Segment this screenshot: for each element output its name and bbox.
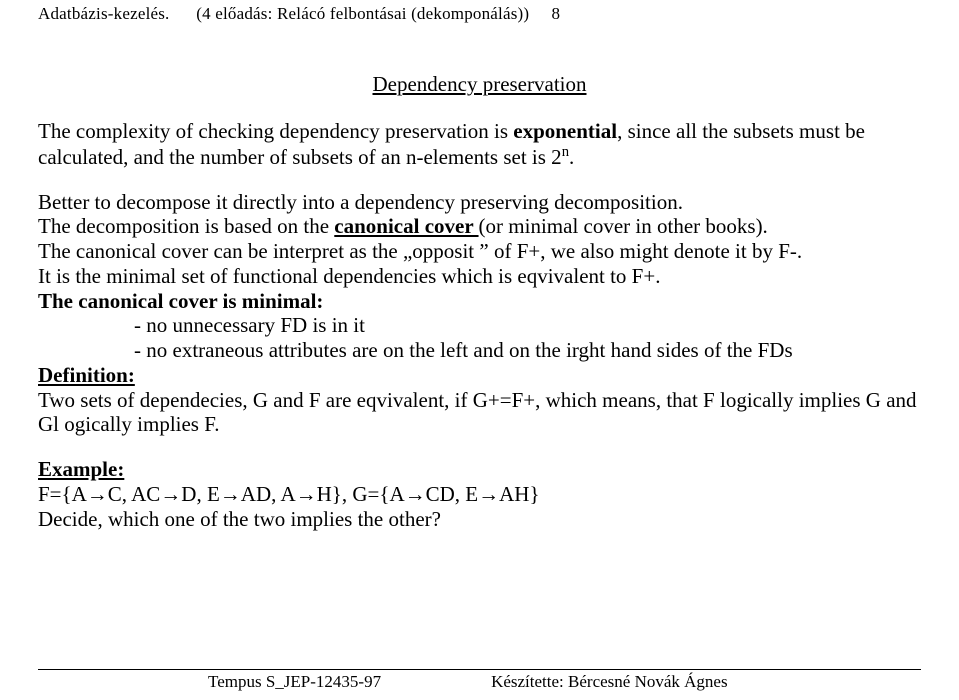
bullet-2: - no extraneous attributes are on the le…: [38, 338, 921, 363]
p2-l2a: The decomposition is based on the: [38, 214, 334, 238]
example-label: Example:: [38, 457, 921, 482]
p1-text-5: .: [569, 145, 574, 169]
header-left: Adatbázis-kezelés.: [38, 4, 170, 23]
header-center: (4 előadás: Relácó felbontásai (dekompon…: [196, 4, 529, 23]
p2-canonical-cover: canonical cover: [334, 214, 478, 238]
header-page-number: 8: [552, 4, 561, 23]
paragraph-gap-1: [38, 170, 921, 190]
definition-text: Two sets of dependecies, G and F are eqv…: [38, 388, 921, 438]
paragraph-2-line2: The decomposition is based on the canoni…: [38, 214, 921, 239]
example-line2: Decide, which one of the two implies the…: [38, 507, 921, 532]
example-line1: F={A→C, AC→D, E→AD, A→H}, G={A→CD, E→AH}: [38, 482, 921, 507]
page-container: Adatbázis-kezelés. (4 előadás: Relácó fe…: [0, 0, 959, 700]
body-content: The complexity of checking dependency pr…: [38, 119, 921, 531]
paragraph-gap-2: [38, 437, 921, 457]
paragraph-1: The complexity of checking dependency pr…: [38, 119, 921, 170]
definition-label-text: Definition:: [38, 363, 135, 387]
page-footer: Tempus S_JEP-12435-97 Készítette: Bérces…: [38, 669, 921, 692]
paragraph-2-line5: The canonical cover is minimal:: [38, 289, 921, 314]
footer-right: Készítette: Bércesné Novák Ágnes: [381, 672, 728, 692]
footer-left: Tempus S_JEP-12435-97: [38, 672, 381, 692]
p2-l2c: (or minimal cover in other books).: [479, 214, 768, 238]
header-spacing: [174, 4, 192, 23]
paragraph-2-line1: Better to decompose it directly into a d…: [38, 190, 921, 215]
paragraph-2-line3: The canonical cover can be interpret as …: [38, 239, 921, 264]
p1-sup-n: n: [562, 144, 569, 160]
page-header: Adatbázis-kezelés. (4 előadás: Relácó fe…: [38, 4, 921, 24]
definition-label: Definition:: [38, 363, 921, 388]
example-label-text: Example:: [38, 457, 124, 481]
bullet-1: - no unnecessary FD is in it: [38, 313, 921, 338]
section-title: Dependency preservation: [38, 72, 921, 97]
paragraph-2-line4: It is the minimal set of functional depe…: [38, 264, 921, 289]
p1-text-1: The complexity of checking dependency pr…: [38, 119, 513, 143]
p1-exponential: exponential: [513, 119, 617, 143]
header-spacing2: [534, 4, 547, 23]
